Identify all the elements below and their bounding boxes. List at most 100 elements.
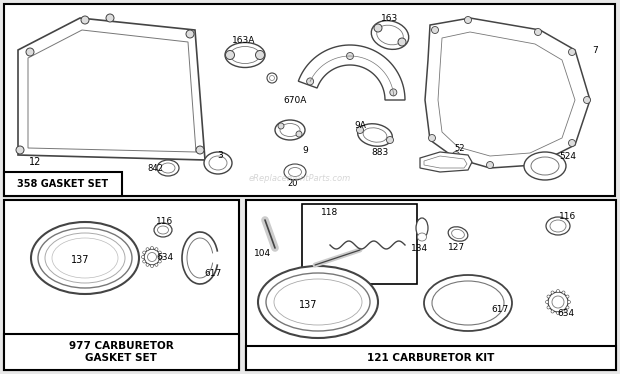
Bar xyxy=(4,334,239,370)
Ellipse shape xyxy=(363,128,387,142)
Ellipse shape xyxy=(546,217,570,235)
Ellipse shape xyxy=(569,49,575,55)
Text: 977 CARBURETOR
GASKET SET: 977 CARBURETOR GASKET SET xyxy=(69,341,174,363)
Ellipse shape xyxy=(487,162,494,169)
Ellipse shape xyxy=(151,246,154,249)
Ellipse shape xyxy=(398,38,406,46)
Ellipse shape xyxy=(551,310,554,313)
Ellipse shape xyxy=(157,226,169,234)
Ellipse shape xyxy=(358,124,392,146)
Ellipse shape xyxy=(562,310,565,313)
Ellipse shape xyxy=(432,281,504,325)
Ellipse shape xyxy=(155,248,158,251)
Ellipse shape xyxy=(38,228,132,288)
Text: 121 CARBURETOR KIT: 121 CARBURETOR KIT xyxy=(367,353,495,363)
Text: 20: 20 xyxy=(288,178,298,187)
Text: 634: 634 xyxy=(156,252,174,261)
Bar xyxy=(4,172,122,196)
Text: 9: 9 xyxy=(302,145,308,154)
Ellipse shape xyxy=(529,159,536,166)
Polygon shape xyxy=(424,156,467,168)
Ellipse shape xyxy=(16,146,24,154)
Bar xyxy=(246,200,616,370)
Text: 617: 617 xyxy=(205,270,221,279)
Text: 163A: 163A xyxy=(232,36,255,45)
Text: 883: 883 xyxy=(371,147,389,156)
Ellipse shape xyxy=(451,229,464,239)
Ellipse shape xyxy=(255,50,265,59)
Ellipse shape xyxy=(547,306,550,309)
Bar xyxy=(246,346,616,370)
Ellipse shape xyxy=(557,289,559,292)
Text: 127: 127 xyxy=(448,242,466,251)
Text: 617: 617 xyxy=(492,306,508,315)
Ellipse shape xyxy=(258,266,378,338)
Ellipse shape xyxy=(296,131,302,137)
Bar xyxy=(302,204,417,284)
Ellipse shape xyxy=(424,275,512,331)
Ellipse shape xyxy=(144,249,160,265)
Ellipse shape xyxy=(146,248,149,251)
Polygon shape xyxy=(298,45,405,100)
Text: 12: 12 xyxy=(29,157,41,167)
Ellipse shape xyxy=(548,292,568,312)
Ellipse shape xyxy=(26,48,34,56)
Ellipse shape xyxy=(158,260,161,263)
Text: 9A: 9A xyxy=(354,120,366,129)
Ellipse shape xyxy=(196,146,204,154)
Ellipse shape xyxy=(155,263,158,266)
Ellipse shape xyxy=(45,233,125,283)
Ellipse shape xyxy=(464,16,471,24)
Text: 634: 634 xyxy=(557,310,575,319)
Text: eReplacementParts.com: eReplacementParts.com xyxy=(249,174,351,183)
Ellipse shape xyxy=(209,156,227,170)
Ellipse shape xyxy=(547,295,550,298)
Text: 134: 134 xyxy=(412,243,428,252)
Ellipse shape xyxy=(275,120,305,140)
Ellipse shape xyxy=(390,89,397,96)
Ellipse shape xyxy=(284,164,306,180)
Text: 116: 116 xyxy=(559,212,577,221)
Ellipse shape xyxy=(551,291,554,294)
Ellipse shape xyxy=(158,251,161,254)
Ellipse shape xyxy=(288,168,301,177)
Ellipse shape xyxy=(81,16,89,24)
Ellipse shape xyxy=(347,52,353,59)
Ellipse shape xyxy=(151,264,154,267)
Ellipse shape xyxy=(374,24,382,32)
Text: 7: 7 xyxy=(592,46,598,55)
Ellipse shape xyxy=(557,312,559,315)
Ellipse shape xyxy=(453,151,459,159)
Text: 118: 118 xyxy=(321,208,339,217)
Text: 52: 52 xyxy=(454,144,465,153)
Text: 524: 524 xyxy=(559,151,577,160)
Polygon shape xyxy=(425,18,590,168)
Ellipse shape xyxy=(356,126,363,134)
Ellipse shape xyxy=(161,163,175,173)
Ellipse shape xyxy=(146,263,149,266)
Ellipse shape xyxy=(583,96,590,104)
Ellipse shape xyxy=(148,252,156,261)
Ellipse shape xyxy=(106,14,114,22)
Ellipse shape xyxy=(566,306,569,309)
Polygon shape xyxy=(18,18,205,160)
Ellipse shape xyxy=(159,255,162,258)
Text: 137: 137 xyxy=(299,300,317,310)
Ellipse shape xyxy=(569,140,575,147)
Ellipse shape xyxy=(386,137,394,144)
Ellipse shape xyxy=(428,135,435,141)
Text: 163: 163 xyxy=(381,13,399,22)
Ellipse shape xyxy=(377,25,403,45)
Ellipse shape xyxy=(143,260,146,263)
Ellipse shape xyxy=(141,255,144,258)
Ellipse shape xyxy=(266,273,370,331)
Text: 137: 137 xyxy=(71,255,89,265)
Ellipse shape xyxy=(225,43,265,67)
Ellipse shape xyxy=(143,251,146,254)
Ellipse shape xyxy=(31,222,139,294)
Polygon shape xyxy=(438,32,575,156)
Ellipse shape xyxy=(417,233,427,241)
Ellipse shape xyxy=(371,21,409,49)
Ellipse shape xyxy=(186,30,194,38)
Text: 670A: 670A xyxy=(283,95,307,104)
